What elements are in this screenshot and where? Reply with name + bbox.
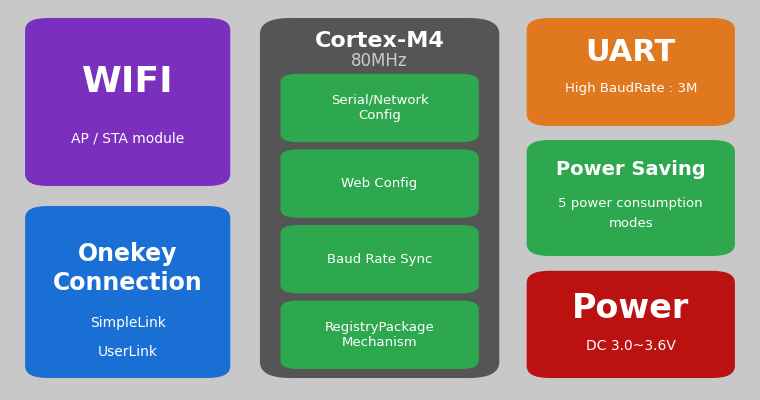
- Text: 80MHz: 80MHz: [351, 52, 408, 70]
- Text: DC 3.0~3.6V: DC 3.0~3.6V: [586, 339, 676, 353]
- Text: RegistryPackage
Mechanism: RegistryPackage Mechanism: [325, 321, 435, 349]
- Text: Serial/Network
Config: Serial/Network Config: [331, 94, 429, 122]
- Text: UserLink: UserLink: [98, 345, 157, 359]
- FancyBboxPatch shape: [280, 149, 479, 218]
- FancyBboxPatch shape: [527, 18, 735, 126]
- FancyBboxPatch shape: [280, 301, 479, 369]
- FancyBboxPatch shape: [260, 18, 499, 378]
- Text: High BaudRate : 3M: High BaudRate : 3M: [565, 82, 697, 95]
- Text: 5 power consumption: 5 power consumption: [559, 197, 703, 210]
- FancyBboxPatch shape: [527, 271, 735, 378]
- Text: Power: Power: [572, 292, 689, 325]
- Text: Connection: Connection: [52, 271, 203, 295]
- Text: Onekey: Onekey: [78, 242, 177, 266]
- Text: UART: UART: [586, 38, 676, 67]
- FancyBboxPatch shape: [25, 18, 230, 186]
- Text: Baud Rate Sync: Baud Rate Sync: [327, 253, 432, 266]
- FancyBboxPatch shape: [527, 140, 735, 256]
- Text: Web Config: Web Config: [341, 177, 418, 190]
- Text: Cortex-M4: Cortex-M4: [315, 31, 445, 51]
- Text: Power Saving: Power Saving: [556, 160, 705, 178]
- FancyBboxPatch shape: [25, 206, 230, 378]
- Text: AP / STA module: AP / STA module: [71, 132, 185, 146]
- FancyBboxPatch shape: [280, 225, 479, 293]
- FancyBboxPatch shape: [280, 74, 479, 142]
- Text: SimpleLink: SimpleLink: [90, 316, 166, 330]
- Text: modes: modes: [609, 217, 653, 230]
- Text: WIFI: WIFI: [82, 65, 173, 99]
